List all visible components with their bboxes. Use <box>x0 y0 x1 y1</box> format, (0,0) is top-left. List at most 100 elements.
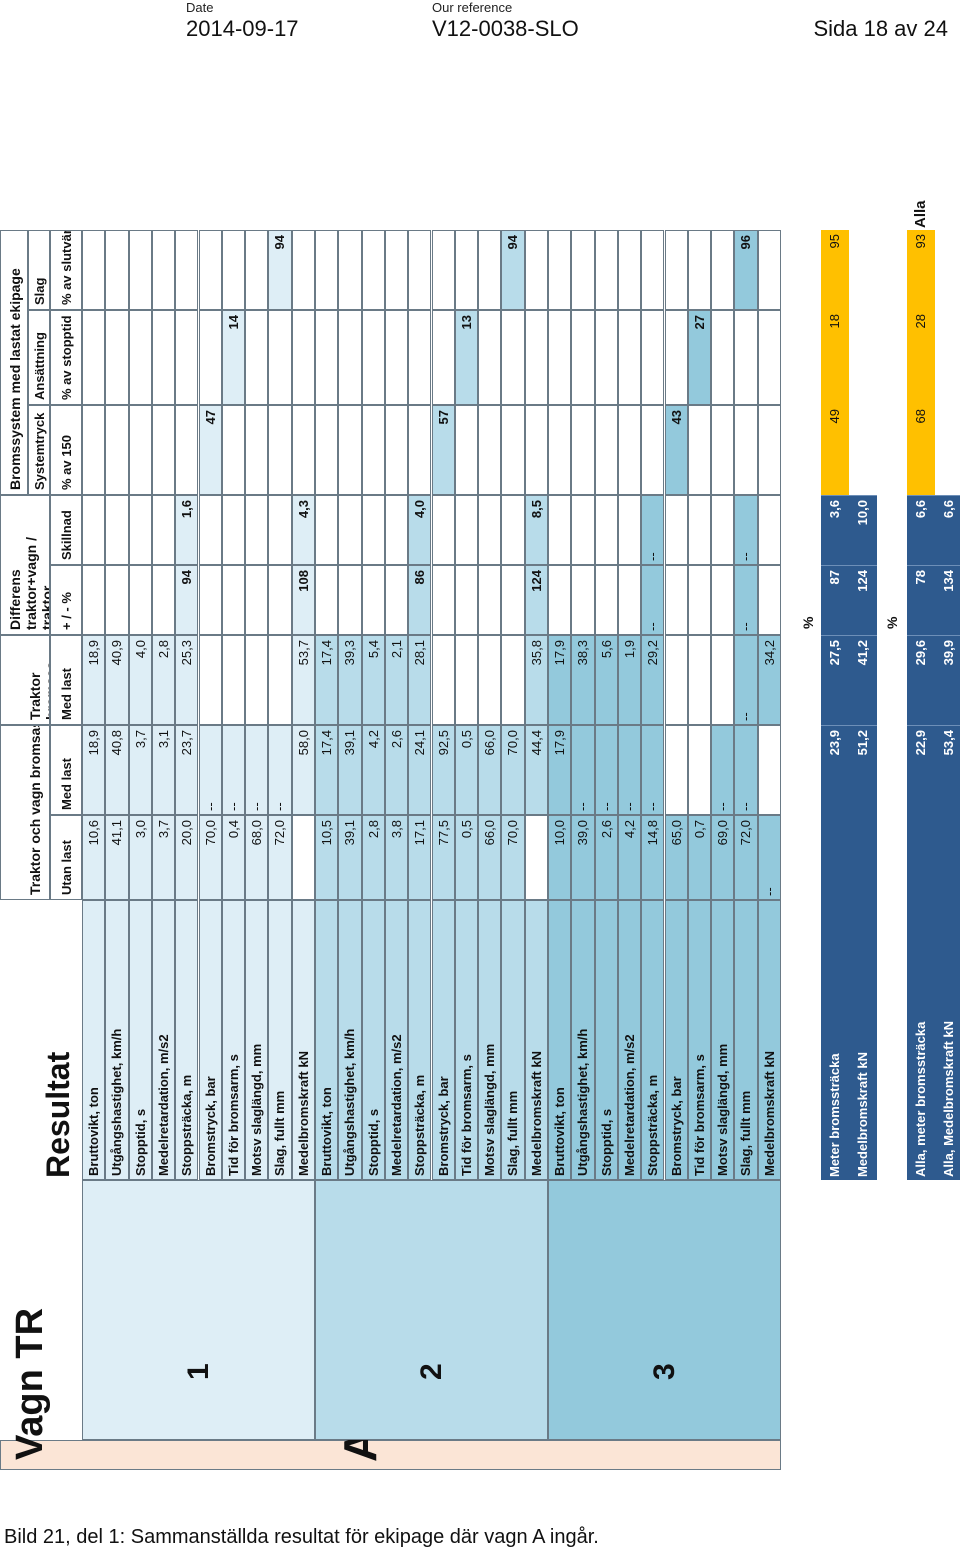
row-label: Stopptid, s <box>594 900 618 1180</box>
cell-utan: 10,0 <box>548 815 572 900</box>
cell-pct <box>687 565 712 635</box>
cell-skill <box>664 495 688 565</box>
reference-value: V12-0038-SLO <box>432 16 579 41</box>
summary-percent-label-2: % <box>884 616 900 629</box>
cell-pct <box>594 565 618 635</box>
subheader-slag: % av slutvärde <box>50 230 82 310</box>
cell-ans <box>268 310 292 405</box>
cell-ans <box>338 310 362 405</box>
cell-med: 3,1 <box>151 725 176 815</box>
cell-med: 4,2 <box>361 725 385 815</box>
cell-sys <box>734 405 758 495</box>
row-label: Stoppsträcka, m <box>641 900 665 1180</box>
row-label: Motsv slaglängd, mm <box>245 900 269 1180</box>
cell-med: -- <box>594 725 618 815</box>
summary-skill: 10,0 <box>849 495 877 565</box>
row-label: Medelretardation, m/s2 <box>617 900 642 1180</box>
summary-slag <box>849 230 877 310</box>
cell-slag <box>198 230 222 310</box>
row-label: Stopptid, s <box>361 900 385 1180</box>
cell-pct <box>151 565 176 635</box>
summary-slag: 93 <box>907 230 935 310</box>
cell-utan: 77,5 <box>431 815 455 900</box>
cell-sys <box>361 405 385 495</box>
cell-ans <box>151 310 176 405</box>
cell-skill <box>478 495 502 565</box>
cell-slag <box>711 230 735 310</box>
cell-trak: 38,3 <box>571 635 595 725</box>
cell-utan: 17,1 <box>408 815 432 900</box>
row-label: Medelbromskraft kN <box>291 900 315 1180</box>
cell-trak: 40,9 <box>105 635 129 725</box>
row-label: Tid för bromsarm, s <box>221 900 246 1180</box>
cell-slag <box>617 230 642 310</box>
row-label: Tid för bromsarm, s <box>687 900 712 1180</box>
cell-skill <box>431 495 455 565</box>
cell-ans <box>198 310 222 405</box>
cell-pct <box>571 565 595 635</box>
row-label: Utgångshastighet, km/h <box>571 900 595 1180</box>
subheader-med: Med last <box>50 725 82 815</box>
cell-skill <box>151 495 176 565</box>
cell-pct <box>431 565 455 635</box>
summary-pct: 134 <box>935 565 960 635</box>
cell-pct <box>478 565 502 635</box>
cell-skill: -- <box>641 495 665 565</box>
cell-trak <box>501 635 525 725</box>
row-label: Bromstryck, bar <box>431 900 455 1180</box>
cell-trak: 2,8 <box>151 635 176 725</box>
cell-med: 40,8 <box>105 725 129 815</box>
cell-skill <box>245 495 269 565</box>
cell-slag <box>478 230 502 310</box>
cell-ans <box>361 310 385 405</box>
row-label: Slag, fullt mm <box>734 900 758 1180</box>
row-label: Medelretardation, m/s2 <box>384 900 409 1180</box>
date-label: Date <box>186 0 214 15</box>
cell-ans: 27 <box>687 310 712 405</box>
summary-percent-label-1: % <box>800 616 816 629</box>
cell-utan: 0,4 <box>221 815 246 900</box>
cell-pct: 94 <box>175 565 199 635</box>
cell-med: 24,1 <box>408 725 432 815</box>
cell-trak <box>245 635 269 725</box>
cell-trak <box>431 635 455 725</box>
cell-utan <box>524 815 548 900</box>
cell-pct <box>757 565 781 635</box>
cell-ans <box>245 310 269 405</box>
cell-slag <box>221 230 246 310</box>
cell-med: -- <box>245 725 269 815</box>
header-slag: Slag <box>28 230 50 310</box>
cell-sys <box>105 405 129 495</box>
cell-sys <box>384 405 409 495</box>
cell-sys: 47 <box>198 405 222 495</box>
cell-utan: 0,5 <box>454 815 479 900</box>
cell-slag <box>128 230 152 310</box>
row-label: Bromstryck, bar <box>198 900 222 1180</box>
cell-pct <box>315 565 339 635</box>
cell-sys <box>641 405 665 495</box>
summary-all-label: Alla <box>912 200 929 228</box>
cell-trak: 39,3 <box>338 635 362 725</box>
cell-skill <box>548 495 572 565</box>
summary-med: 22,9 <box>907 725 935 815</box>
row-label: Tid för bromsarm, s <box>454 900 479 1180</box>
cell-med: -- <box>734 725 758 815</box>
cell-utan: 65,0 <box>664 815 688 900</box>
cell-slag <box>687 230 712 310</box>
cell-slag <box>151 230 176 310</box>
cell-sys: 43 <box>664 405 688 495</box>
cell-utan: 72,0 <box>734 815 758 900</box>
row-label: Medelretardation, m/s2 <box>151 900 176 1180</box>
cell-slag <box>408 230 432 310</box>
summary-sys <box>849 405 877 495</box>
cell-utan: -- <box>757 815 781 900</box>
summary-label: Alla, meter bromssträcka <box>907 815 935 1180</box>
cell-utan: 70,0 <box>501 815 525 900</box>
cell-trak <box>221 635 246 725</box>
summary-slag <box>935 230 960 310</box>
cell-med: -- <box>641 725 665 815</box>
cell-skill <box>338 495 362 565</box>
cell-pct: 108 <box>291 565 315 635</box>
cell-pct <box>245 565 269 635</box>
cell-med: 39,1 <box>338 725 362 815</box>
